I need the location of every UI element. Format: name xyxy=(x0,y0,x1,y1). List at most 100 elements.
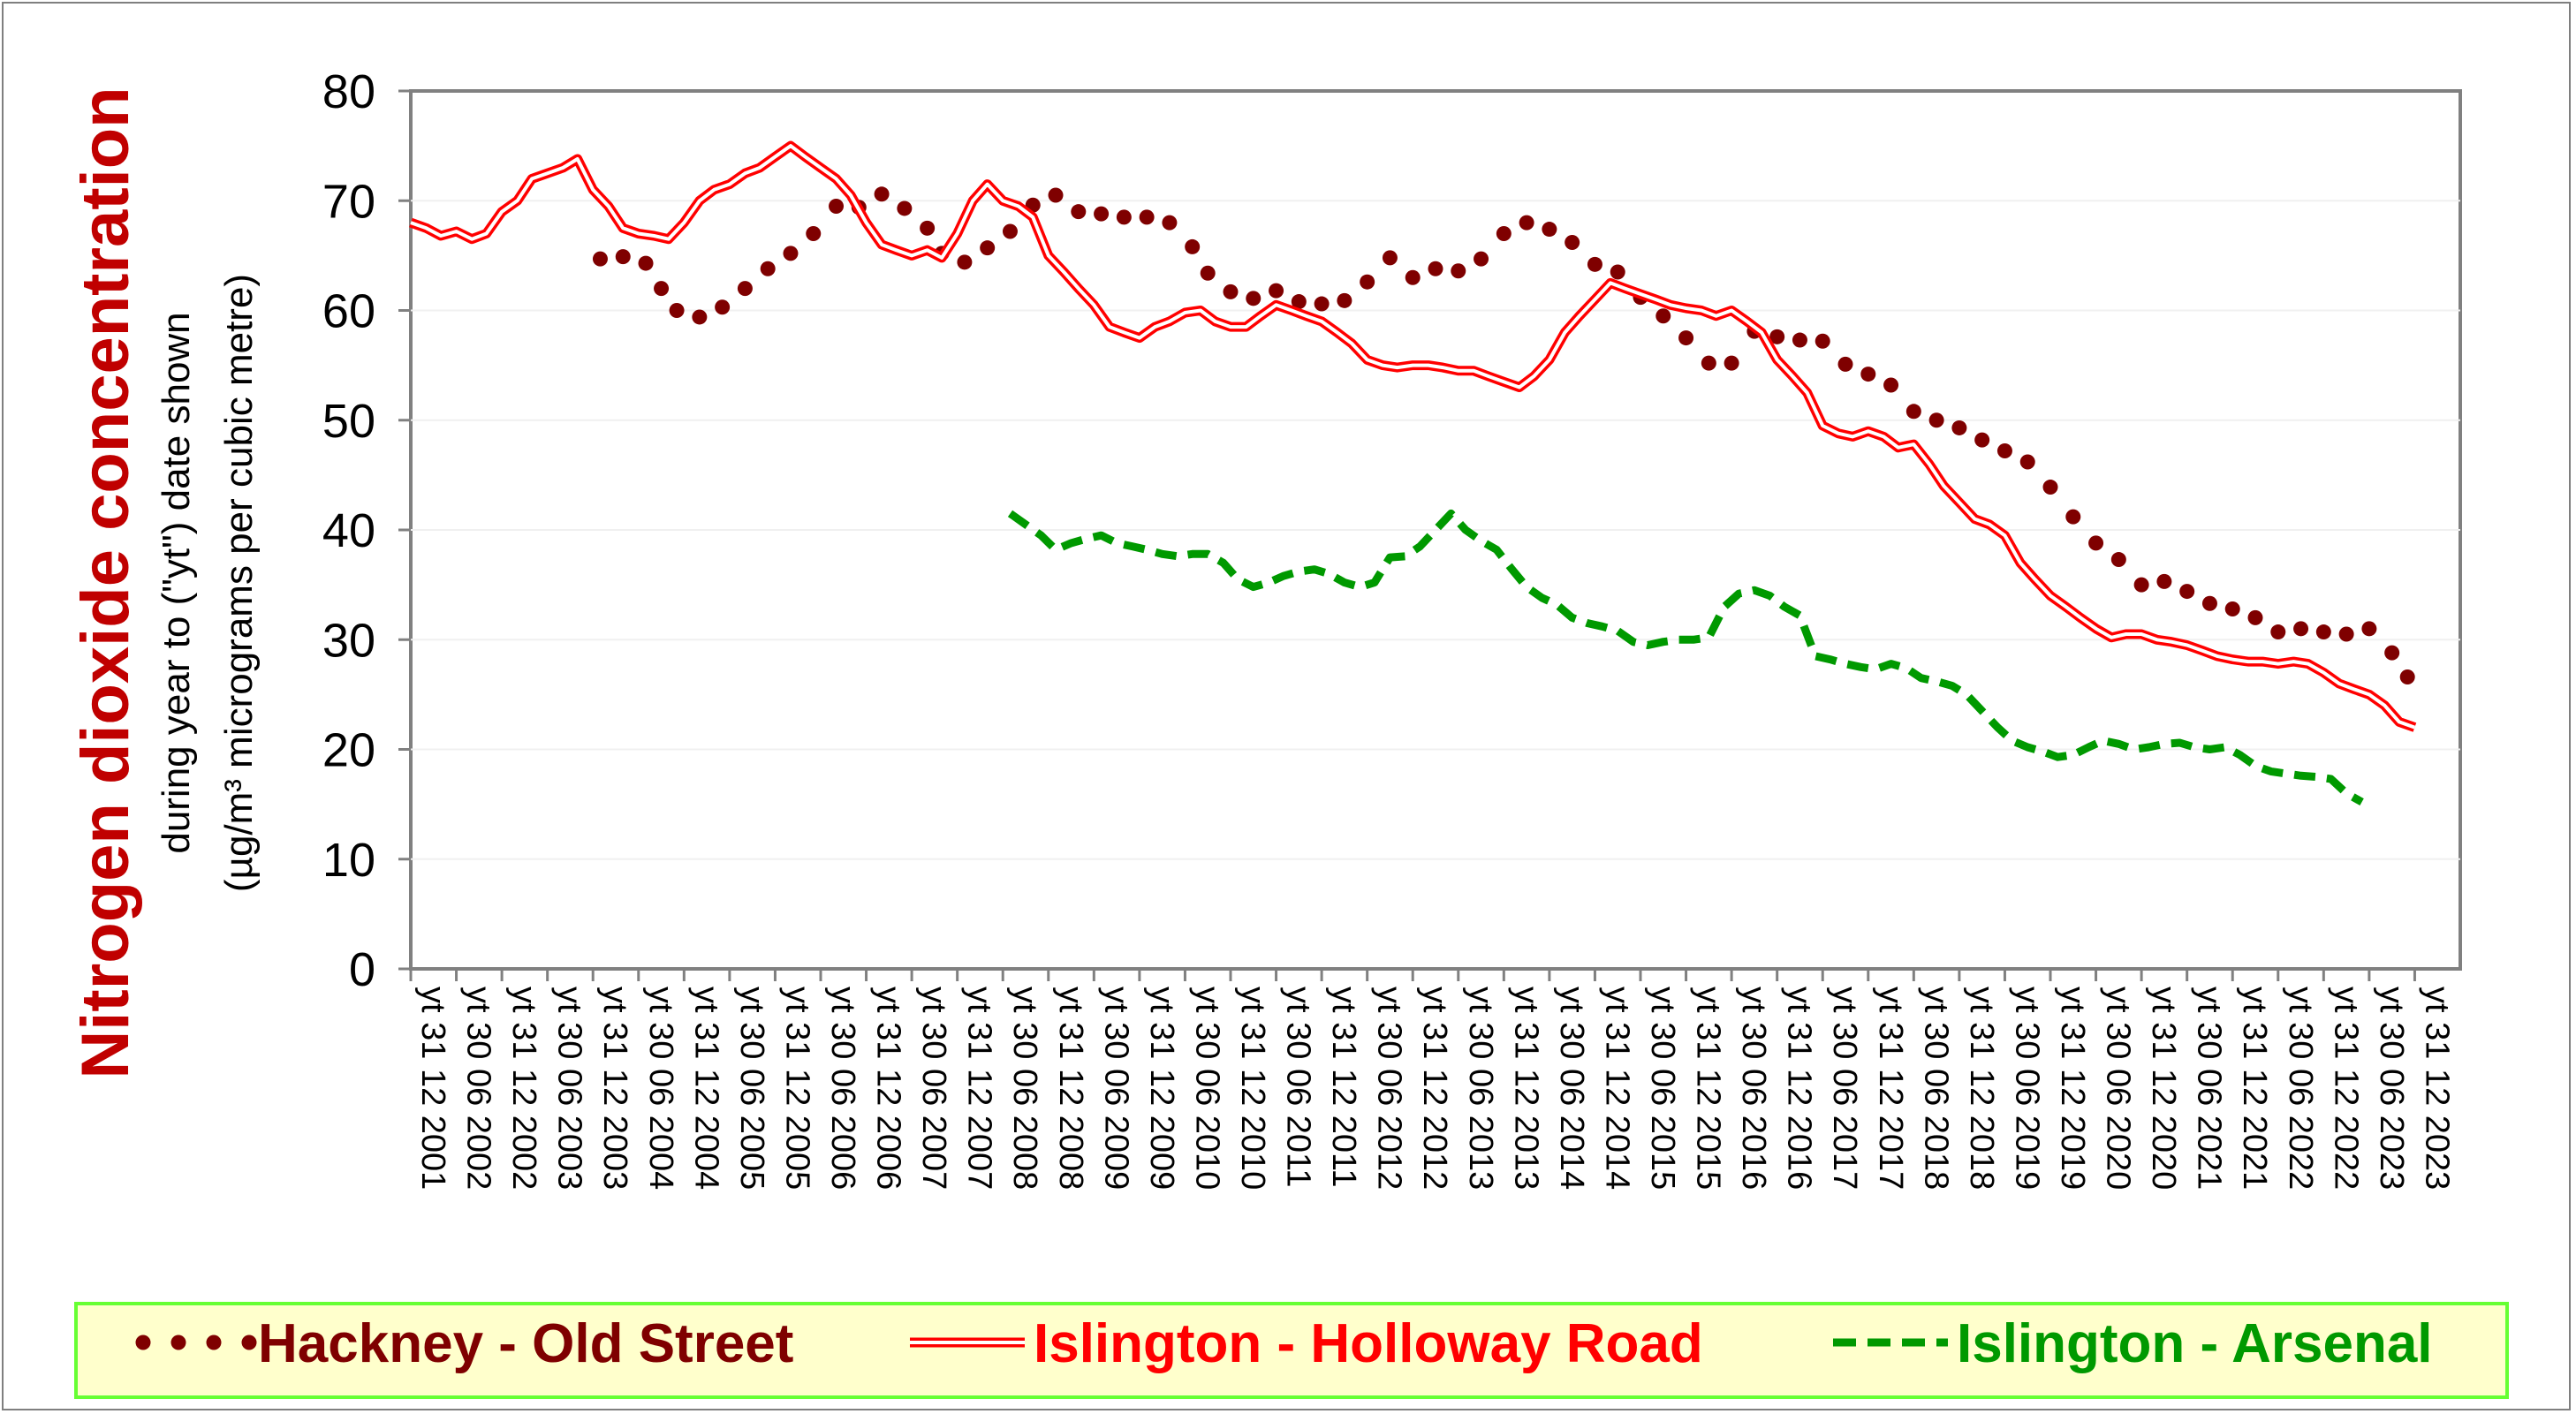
x-tick-label: yt 31 12 2003 xyxy=(596,987,633,1190)
x-tick-label: yt 31 12 2020 xyxy=(2145,987,2182,1190)
y-axis-subtitle-2: (µg/m³ micrograms per cubic metre) xyxy=(217,274,261,892)
data-point xyxy=(1314,296,1330,312)
data-point xyxy=(1996,443,2012,459)
x-tick-label: yt 31 12 2002 xyxy=(505,987,542,1190)
x-tick-label: yt 31 12 2023 xyxy=(2418,987,2455,1190)
x-tick-label: yt 30 06 2006 xyxy=(824,987,861,1190)
x-tick-label: yt 30 06 2014 xyxy=(1553,987,1590,1190)
x-tick-label: yt 30 06 2020 xyxy=(2100,987,2137,1190)
x-tick-label: yt 31 12 2017 xyxy=(1872,987,1909,1190)
y-tick-label: 50 xyxy=(322,395,375,448)
data-point xyxy=(1451,263,1466,279)
x-tick-label: yt 30 06 2017 xyxy=(1826,987,1863,1190)
data-point xyxy=(1269,283,1284,299)
x-tick-label: yt 30 06 2004 xyxy=(642,987,679,1190)
data-point xyxy=(1837,356,1853,372)
data-point xyxy=(1428,261,1443,276)
data-point xyxy=(2065,509,2081,525)
data-point xyxy=(1116,209,1132,225)
data-point xyxy=(1382,250,1398,266)
data-point xyxy=(1496,226,1512,242)
data-point xyxy=(1519,215,1534,231)
x-tick-label: yt 30 06 2007 xyxy=(915,987,952,1190)
y-tick-label: 80 xyxy=(322,65,375,118)
x-tick-label: yt 31 12 2007 xyxy=(961,987,998,1190)
x-tick-label: yt 30 06 2013 xyxy=(1462,987,1499,1190)
data-point xyxy=(2315,624,2331,640)
data-point xyxy=(2042,480,2058,495)
x-tick-label: yt 30 06 2018 xyxy=(1917,987,1954,1190)
data-point xyxy=(1094,206,1110,222)
data-point xyxy=(1474,251,1489,267)
data-point xyxy=(592,251,608,267)
data-point xyxy=(2201,595,2217,611)
data-point xyxy=(2399,669,2415,684)
x-tick-label: yt 31 12 2018 xyxy=(1963,987,2000,1190)
data-point xyxy=(1002,223,1018,239)
data-point xyxy=(615,249,631,265)
data-point xyxy=(2338,626,2354,642)
legend-swatch-dot xyxy=(241,1335,257,1350)
data-point xyxy=(1974,432,1990,448)
x-tick-label: yt 30 06 2002 xyxy=(460,987,497,1190)
x-tick-label: yt 31 12 2021 xyxy=(2236,987,2273,1190)
x-tick-label: yt 30 06 2021 xyxy=(2191,987,2228,1190)
data-point xyxy=(1792,332,1807,348)
data-point xyxy=(654,281,670,297)
x-tick-label: yt 30 06 2015 xyxy=(1644,987,1681,1190)
data-point xyxy=(1678,330,1694,346)
data-point xyxy=(1769,329,1785,344)
data-point xyxy=(1162,215,1178,231)
data-point xyxy=(957,254,973,270)
x-tick-label: yt 30 06 2012 xyxy=(1371,987,1408,1190)
data-point xyxy=(1815,333,1830,349)
y-tick-label: 20 xyxy=(322,724,375,777)
data-point xyxy=(1337,292,1352,308)
data-point xyxy=(1928,412,1944,428)
legend-swatch-dot xyxy=(135,1335,151,1350)
data-point xyxy=(1071,204,1087,220)
data-point xyxy=(1701,355,1716,371)
data-point xyxy=(1883,377,1899,393)
data-point xyxy=(1610,264,1625,280)
data-point xyxy=(760,261,776,276)
data-point xyxy=(1724,355,1739,371)
data-point xyxy=(1223,284,1239,299)
data-point xyxy=(783,246,799,261)
series-2 xyxy=(409,140,2417,732)
data-point xyxy=(1200,265,1216,281)
x-tick-label: yt 30 06 2008 xyxy=(1006,987,1043,1190)
data-point xyxy=(2384,645,2400,661)
data-point xyxy=(2361,621,2377,637)
data-point xyxy=(2110,552,2126,568)
x-tick-label: yt 30 06 2011 xyxy=(1280,987,1317,1187)
y-axis-subtitle-1: during year to ("yt") date shown xyxy=(155,312,198,853)
legend-label: Islington - Arsenal xyxy=(1957,1313,2433,1374)
data-point xyxy=(2179,584,2195,600)
x-tick-label: yt 31 12 2012 xyxy=(1416,987,1453,1190)
data-point xyxy=(2224,601,2240,616)
legend-swatch-dot xyxy=(170,1335,186,1350)
x-tick-label: yt 31 12 2022 xyxy=(2327,987,2364,1190)
data-point xyxy=(1360,274,1375,290)
x-tick-label: yt 31 12 2016 xyxy=(1781,987,1818,1190)
data-point xyxy=(1048,187,1064,203)
x-tick-label: yt 30 06 2010 xyxy=(1188,987,1225,1190)
x-tick-label: yt 31 12 2008 xyxy=(1052,987,1089,1190)
data-point xyxy=(1542,222,1557,238)
x-tick-label: yt 30 06 2005 xyxy=(733,987,770,1190)
data-point xyxy=(2293,621,2309,637)
series-line-inner xyxy=(410,144,2416,730)
data-point xyxy=(638,255,654,271)
legend-label: Islington - Holloway Road xyxy=(1034,1313,1703,1374)
x-tick-label: yt 31 12 2004 xyxy=(687,987,724,1190)
data-point xyxy=(2270,624,2286,640)
legend-item-1: Hackney - Old Street xyxy=(135,1313,793,1374)
data-point xyxy=(1951,420,1967,435)
series-1 xyxy=(592,186,2415,684)
x-tick-label: yt 31 12 2001 xyxy=(414,987,451,1190)
series-layer xyxy=(409,140,2417,806)
data-point xyxy=(1565,234,1580,250)
data-point xyxy=(2247,609,2263,625)
